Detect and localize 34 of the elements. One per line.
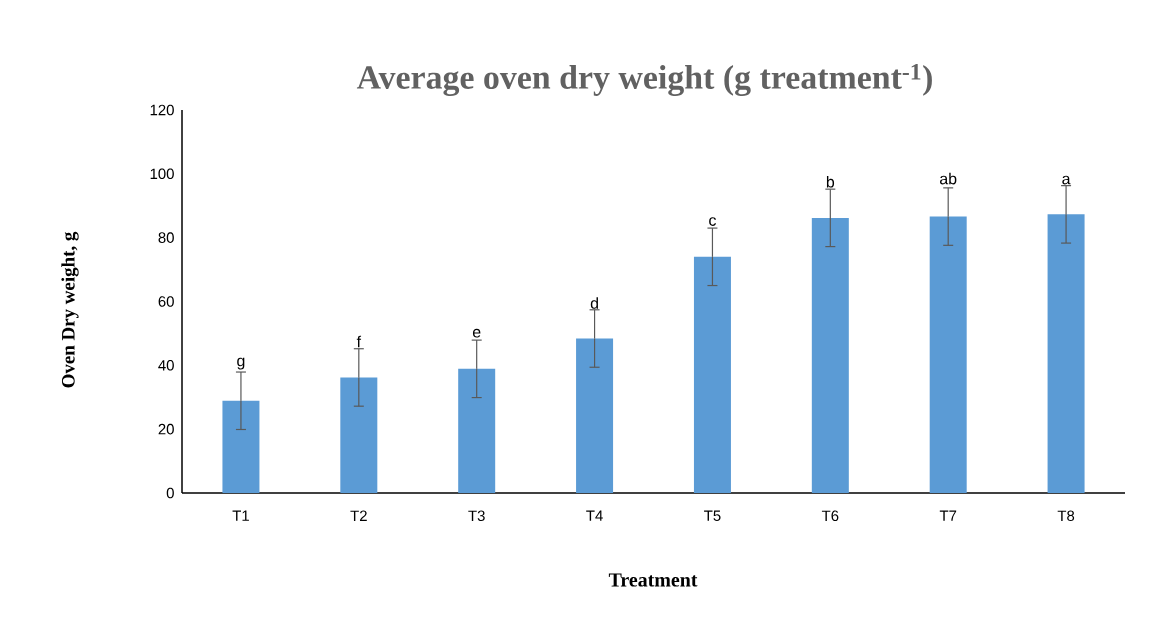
annotation: b — [826, 175, 835, 188]
bar — [929, 216, 967, 493]
y-tick-label: 60 — [158, 296, 174, 307]
bar — [458, 368, 496, 493]
x-tick-label: T1 — [232, 510, 249, 521]
y-tick-label: 100 — [150, 168, 174, 180]
x-tick-label: T7 — [939, 510, 957, 521]
annotation: a — [1062, 175, 1071, 185]
chart-title: Average oven dry weight (g treatment$^{-1}$) — [356, 63, 932, 97]
y-tick-label: 40 — [158, 360, 174, 371]
bar — [1047, 214, 1085, 493]
x-tick-label: T3 — [468, 510, 485, 522]
bar — [222, 400, 260, 493]
y-axis-title: Oven Dry weight, g — [61, 231, 79, 388]
annotation: ab — [940, 172, 957, 185]
y-tick-label: 20 — [158, 423, 174, 435]
x-tick-label: T2 — [350, 510, 367, 521]
bar — [693, 256, 731, 493]
annotation: d — [590, 297, 598, 309]
x-axis-title: Treatment — [608, 573, 698, 587]
bar — [340, 377, 378, 493]
annotation: g — [237, 357, 245, 370]
bar — [576, 338, 614, 493]
y-tick-label: 80 — [158, 232, 174, 243]
x-tick-label: T5 — [704, 510, 721, 521]
annotation: c — [709, 217, 717, 226]
annotation: f — [356, 335, 362, 348]
x-tick-label: T4 — [586, 510, 603, 521]
y-tick-label: 0 — [166, 487, 174, 499]
annotation: e — [472, 328, 481, 338]
x-tick-label: T8 — [1057, 510, 1075, 522]
y-tick-label: 120 — [150, 104, 174, 116]
bar — [811, 217, 849, 493]
x-tick-label: T6 — [821, 510, 839, 522]
